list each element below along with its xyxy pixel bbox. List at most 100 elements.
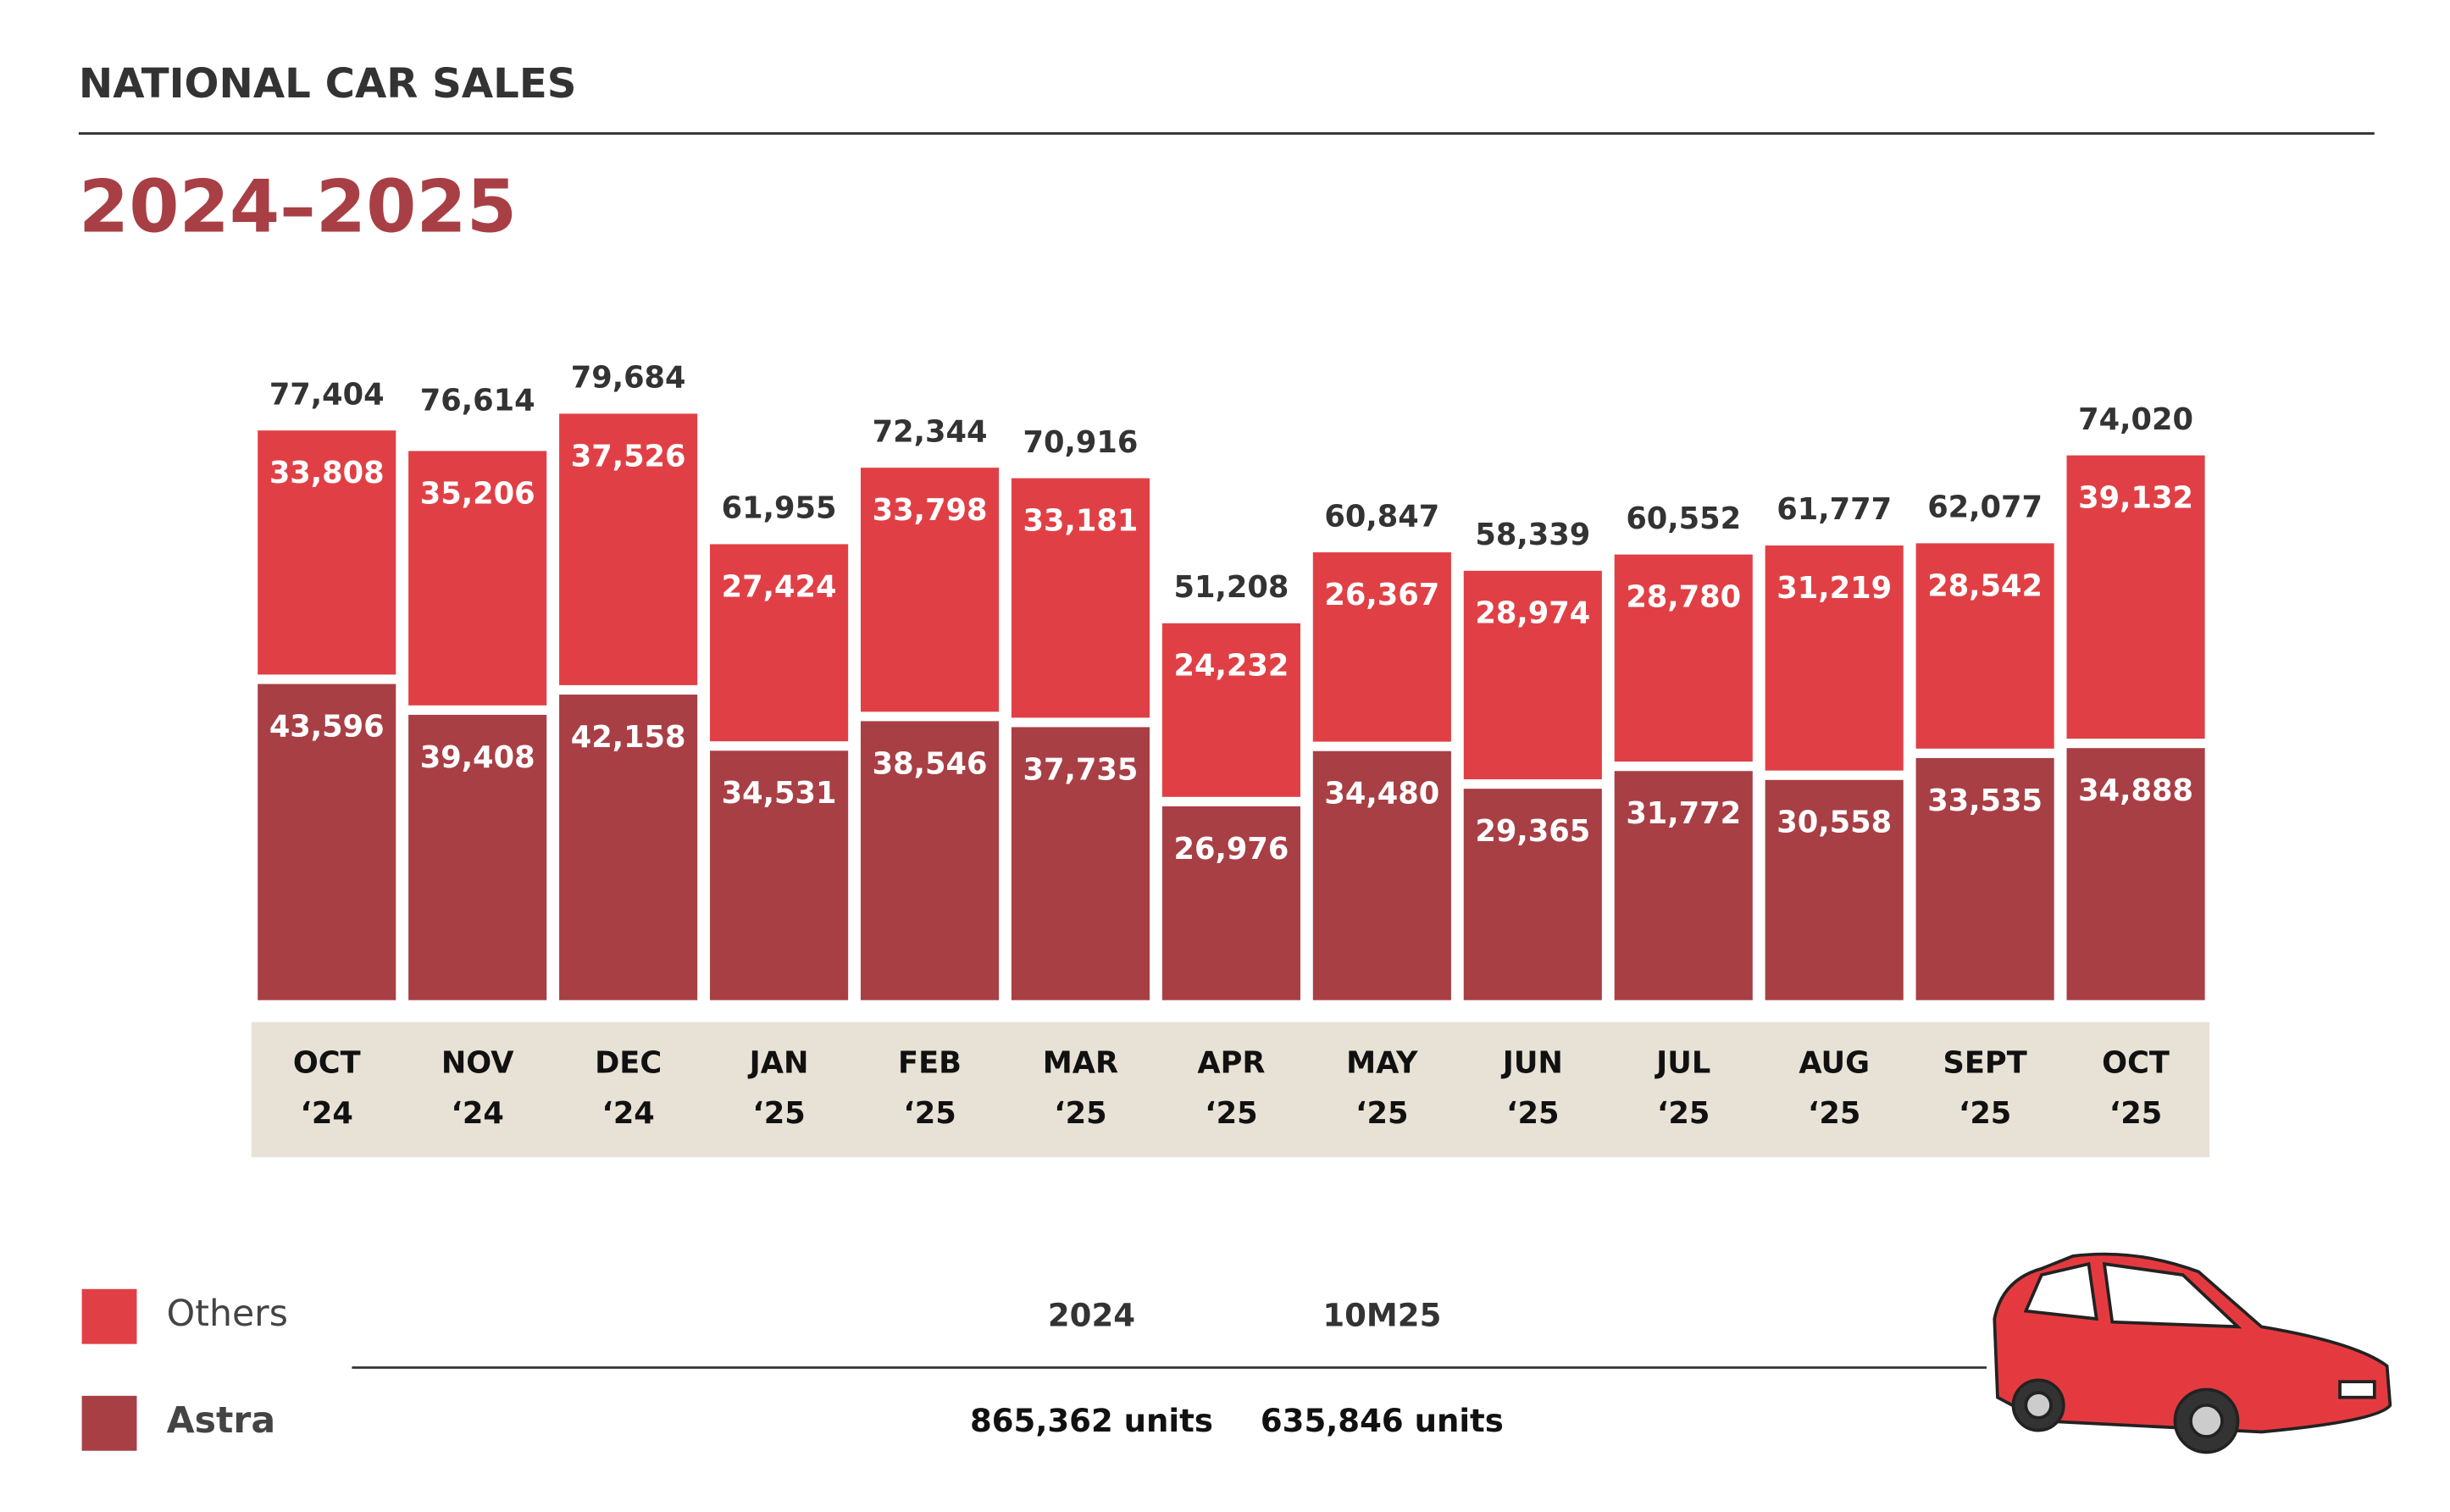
- x-tick-label: JUL: [1655, 1046, 1710, 1081]
- value-label: 28,974: [1475, 596, 1590, 631]
- summary-header: 10M25: [1322, 1298, 1441, 1334]
- bar-segment: [408, 451, 547, 706]
- x-tick-label: ‘24: [452, 1096, 504, 1131]
- bar-segment: [1011, 478, 1150, 718]
- x-tick-label: ‘24: [301, 1096, 353, 1131]
- bar-segment: [408, 714, 547, 1000]
- x-tick-label: DEC: [595, 1046, 662, 1081]
- value-label: 33,535: [1927, 784, 2043, 818]
- bar-segment: [258, 430, 396, 675]
- x-tick-label: ‘25: [1808, 1096, 1860, 1131]
- x-tick-label: NOV: [441, 1046, 514, 1081]
- value-label: 24,232: [1173, 649, 1289, 684]
- value-label: 29,365: [1475, 814, 1590, 849]
- bar-segment: [1312, 750, 1451, 1000]
- bar-segment: [1312, 552, 1451, 742]
- bar-segment: [559, 694, 698, 1000]
- value-label: 38,546: [873, 746, 988, 781]
- bar-segment: [1614, 771, 1753, 1000]
- value-label: 33,798: [873, 493, 988, 528]
- total-label: 79,684: [571, 361, 686, 396]
- value-label: 34,888: [2078, 773, 2193, 808]
- value-label: 43,596: [269, 709, 385, 744]
- bar-segment: [1161, 623, 1300, 797]
- x-tick-label: OCT: [2102, 1046, 2170, 1081]
- value-label: 37,735: [1023, 752, 1139, 787]
- bar-segment: [1765, 545, 1904, 771]
- summary-value: 635,846 units: [1261, 1403, 1504, 1439]
- x-tick-label: JAN: [748, 1046, 809, 1081]
- bar-segment: [1161, 806, 1300, 1000]
- chart-title: NATIONAL CAR SALES: [79, 60, 577, 108]
- total-label: 61,777: [1777, 492, 1892, 527]
- legend-swatch: [81, 1288, 137, 1344]
- legend-swatch: [81, 1395, 137, 1451]
- value-label: 39,408: [420, 740, 535, 775]
- x-tick-label: FEB: [898, 1046, 962, 1081]
- x-tick-label: ‘25: [1054, 1096, 1106, 1131]
- bar-segment: [1011, 727, 1150, 1000]
- total-label: 60,552: [1626, 501, 1741, 536]
- bar-segment: [710, 750, 849, 1000]
- value-label: 34,480: [1324, 777, 1439, 811]
- car-illustration: [1993, 1252, 2392, 1454]
- total-label: 76,614: [420, 383, 535, 418]
- bar-segment: [2066, 748, 2205, 1000]
- value-label: 28,780: [1626, 580, 1741, 615]
- value-label: 37,526: [571, 439, 686, 474]
- value-label: 31,219: [1777, 571, 1892, 606]
- total-label: 72,344: [873, 414, 988, 449]
- bar-segment: [1915, 543, 2054, 749]
- x-tick-label: ‘25: [1959, 1096, 2011, 1131]
- x-tick-label: MAY: [1346, 1046, 1418, 1081]
- x-tick-label: ‘24: [601, 1096, 654, 1131]
- total-label: 58,339: [1475, 518, 1590, 552]
- x-tick-label: ‘25: [1355, 1096, 1408, 1131]
- bar-segment: [1614, 554, 1753, 762]
- x-tick-label: AUG: [1799, 1046, 1870, 1081]
- category-band: [251, 1022, 2210, 1158]
- x-tick-label: ‘25: [903, 1096, 956, 1131]
- x-tick-label: ‘25: [2109, 1096, 2162, 1131]
- total-label: 70,916: [1023, 425, 1139, 460]
- value-label: 27,424: [722, 569, 837, 604]
- total-label: 62,077: [1927, 490, 2043, 525]
- bar-segment: [559, 413, 698, 685]
- value-label: 39,132: [2078, 480, 2193, 515]
- x-tick-label: OCT: [293, 1046, 361, 1081]
- total-label: 51,208: [1173, 570, 1289, 605]
- total-label: 74,020: [2078, 402, 2193, 437]
- value-label: 34,531: [722, 776, 837, 811]
- value-label: 33,181: [1023, 503, 1139, 538]
- summary-header: 2024: [1048, 1298, 1135, 1334]
- x-tick-label: JUN: [1501, 1046, 1563, 1081]
- value-label: 28,542: [1927, 568, 2043, 603]
- value-label: 42,158: [571, 720, 686, 755]
- value-label: 33,808: [269, 456, 385, 490]
- value-label: 26,976: [1173, 832, 1289, 867]
- total-label: 77,404: [269, 377, 385, 412]
- x-tick-label: MAR: [1043, 1046, 1118, 1081]
- x-tick-label: SEPT: [1943, 1046, 2027, 1081]
- value-label: 31,772: [1626, 796, 1741, 831]
- value-label: 35,206: [420, 476, 535, 511]
- summary-value: 865,362 units: [970, 1403, 1213, 1439]
- bar-segment: [1765, 779, 1904, 1000]
- bar-segment: [1463, 570, 1602, 780]
- bar-segment: [2066, 455, 2205, 739]
- bar-segment: [860, 468, 1000, 712]
- total-label: 61,955: [722, 491, 837, 526]
- legend-label: Astra: [167, 1399, 276, 1442]
- bar-segment: [1463, 789, 1602, 1000]
- chart-subtitle: 2024–2025: [79, 166, 517, 250]
- bar-segment: [860, 721, 1000, 1000]
- x-tick-label: ‘25: [1506, 1096, 1559, 1131]
- value-label: 30,558: [1777, 806, 1892, 840]
- x-tick-label: ‘25: [1205, 1096, 1257, 1131]
- bar-segment: [710, 544, 849, 742]
- x-tick-label: ‘25: [752, 1096, 805, 1131]
- x-tick-label: APR: [1197, 1046, 1265, 1081]
- legend-label: Others: [167, 1293, 288, 1335]
- bar-segment: [258, 684, 396, 1000]
